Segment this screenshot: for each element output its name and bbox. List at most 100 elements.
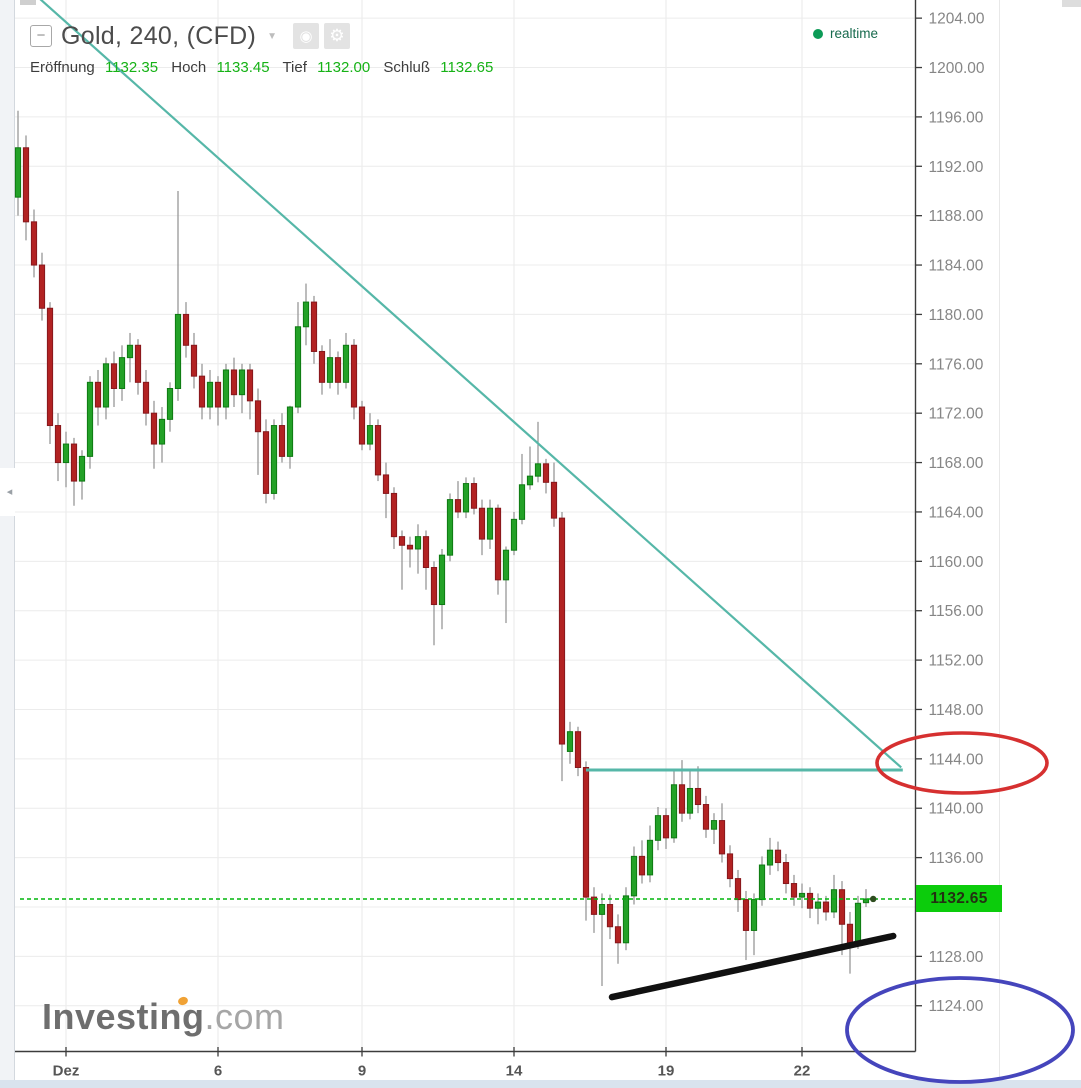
candle-down	[790, 883, 798, 898]
y-axis-label: 1168.00	[929, 455, 984, 472]
current-price-tag[interactable]: 1132.65	[916, 885, 1002, 912]
candle-up	[62, 443, 70, 464]
eye-icon: ◉	[299, 28, 313, 45]
downtrend-line[interactable]	[38, 0, 902, 769]
y-axis-label: 1164.00	[929, 504, 984, 521]
candle-up	[14, 147, 22, 198]
low-value: 1132.00	[317, 59, 371, 76]
candle-down	[590, 896, 598, 915]
candle-up	[654, 815, 662, 841]
candle-down	[782, 862, 790, 885]
low-label: Tief	[282, 59, 307, 76]
candle-down	[38, 264, 46, 309]
candle-down	[390, 492, 398, 538]
candle-down	[142, 381, 150, 414]
candle-down	[318, 350, 326, 383]
candle-up	[670, 784, 678, 839]
y-axis-label: 1192.00	[929, 159, 984, 176]
candle-down	[150, 412, 158, 445]
x-axis-label: 6	[214, 1063, 222, 1080]
candle-up	[206, 381, 214, 408]
candle-down	[470, 483, 478, 509]
candle-up	[462, 483, 470, 513]
candle-down	[718, 820, 726, 855]
x-axis-label: 19	[658, 1063, 675, 1080]
collapse-panel-handle[interactable]: ◂	[0, 468, 19, 516]
candle-up	[174, 313, 182, 389]
investing-watermark: Investing.com	[42, 995, 285, 1038]
candle-down	[198, 375, 206, 408]
red-ellipse-annotation	[875, 731, 1049, 795]
x-axis-label: 14	[506, 1063, 523, 1080]
y-axis-label: 1128.00	[929, 949, 984, 966]
y-axis-label: 1200.00	[929, 60, 985, 77]
y-axis-label: 1124.00	[929, 998, 984, 1015]
visibility-button[interactable]: ◉	[293, 23, 320, 49]
x-axis-label: Dez	[53, 1063, 80, 1080]
open-label: Eröffnung	[30, 59, 95, 76]
candle-up	[798, 892, 806, 898]
candle-down	[382, 474, 390, 494]
candle-up	[326, 357, 334, 383]
candle-down	[558, 517, 566, 745]
candle-up	[286, 406, 294, 457]
candle-down	[406, 544, 414, 550]
y-axis-label: 1140.00	[929, 801, 984, 818]
x-axis-label: 22	[794, 1063, 811, 1080]
candle-down	[726, 853, 734, 880]
candle-down	[214, 381, 222, 408]
x-axis-label: 9	[358, 1063, 366, 1080]
y-axis-label: 1172.00	[929, 406, 984, 423]
candle-down	[702, 804, 710, 830]
candle-down	[110, 363, 118, 389]
candle-up	[446, 499, 454, 556]
window-bottom-edge	[0, 1080, 1081, 1088]
candle-up	[294, 326, 302, 408]
candle-down	[398, 536, 406, 546]
candle-up	[270, 425, 278, 494]
settings-button[interactable]: ⚙	[324, 23, 351, 49]
candle-down	[838, 889, 846, 925]
support-trendline[interactable]	[608, 932, 897, 1001]
candle-down	[46, 307, 54, 427]
candle-down	[22, 147, 30, 223]
candle-up	[758, 864, 766, 901]
candle-up	[518, 484, 526, 520]
toolbar-fragment-left	[20, 0, 36, 5]
realtime-dot-icon	[813, 28, 823, 39]
left-panel-edge: ◂	[0, 0, 19, 1080]
candle-up	[86, 381, 94, 457]
candle-down	[70, 443, 78, 482]
y-axis-label: 1188.00	[929, 208, 984, 225]
candle-up	[750, 899, 758, 931]
candle-up	[222, 369, 230, 408]
candle-down	[422, 536, 430, 568]
candle-up	[342, 344, 350, 383]
candle-down	[494, 507, 502, 581]
candle-up	[118, 357, 126, 389]
candle-down	[430, 566, 438, 606]
candle-up	[646, 839, 654, 876]
candle-up	[622, 895, 630, 944]
candle-down	[334, 357, 342, 383]
candle-up	[526, 475, 534, 486]
chevron-down-icon[interactable]: ▼	[267, 30, 278, 42]
candle-down	[606, 904, 614, 928]
realtime-label: realtime	[830, 26, 879, 41]
candle-up	[862, 898, 870, 904]
candle-up	[166, 387, 174, 420]
collapse-legend-icon[interactable]: −	[30, 25, 52, 47]
candle-up	[630, 855, 638, 897]
candle-up	[238, 369, 246, 396]
candle-up	[414, 536, 422, 550]
y-axis-label: 1152.00	[929, 653, 984, 670]
candle-down	[254, 400, 262, 433]
candle-up	[830, 889, 838, 913]
candle-down	[230, 369, 238, 396]
candle-down	[94, 381, 102, 408]
candle-up	[686, 787, 694, 814]
candle-down	[358, 406, 366, 445]
candle-up	[302, 301, 310, 328]
